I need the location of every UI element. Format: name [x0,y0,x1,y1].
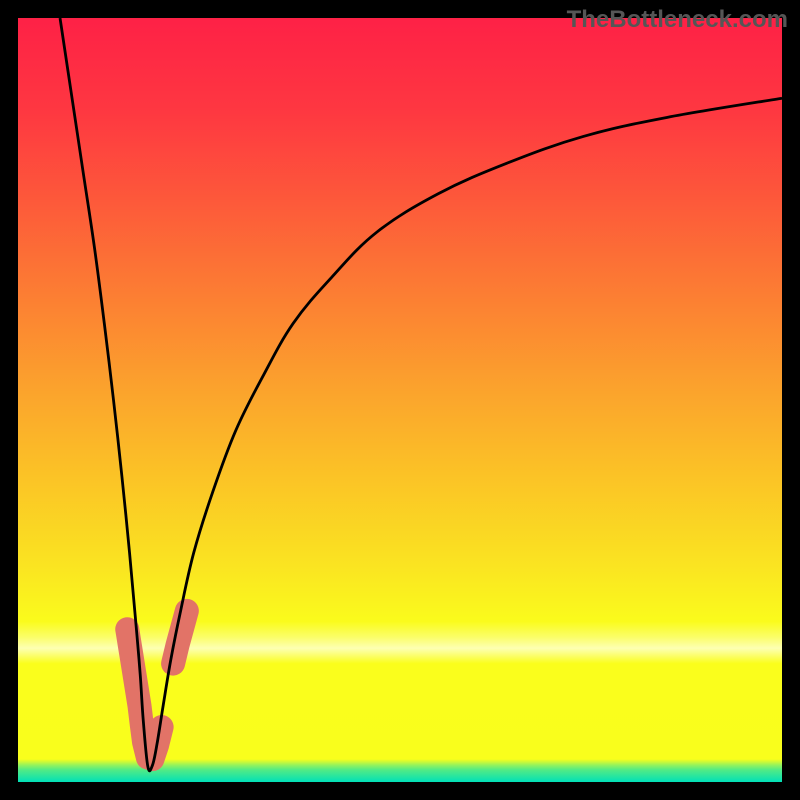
watermark-text: TheBottleneck.com [567,6,788,34]
bottleneck-chart: TheBottleneck.com [0,0,800,800]
chart-svg [0,0,800,800]
